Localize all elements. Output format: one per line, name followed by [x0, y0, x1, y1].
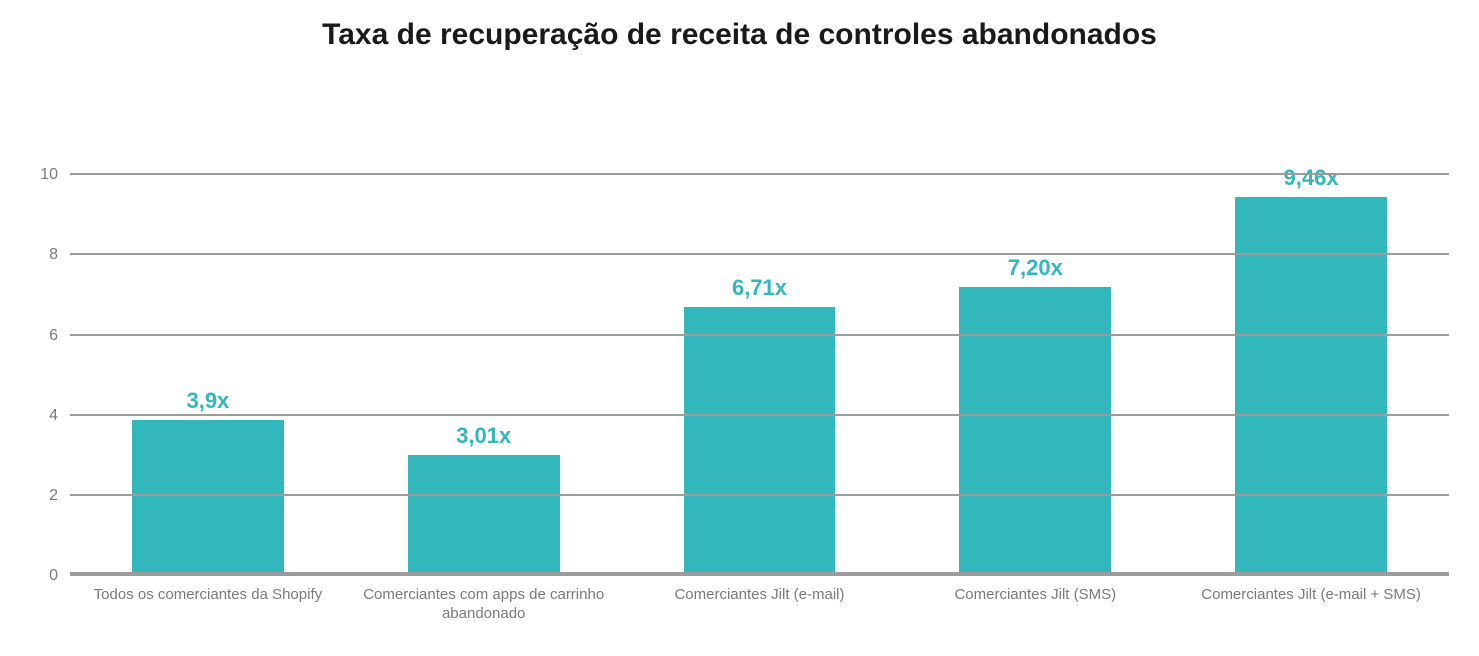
x-tick-label: Comerciantes Jilt (SMS): [897, 578, 1173, 656]
gridline: [70, 334, 1449, 336]
x-tick-label: Comerciantes com apps de carrinho abando…: [346, 578, 622, 656]
gridline: [70, 253, 1449, 255]
bar-value-label: 3,9x: [186, 388, 229, 414]
y-tick-label: 6: [49, 327, 70, 345]
bar-slot: 9,46x: [1173, 95, 1449, 576]
bar: [408, 455, 560, 576]
x-tick-label: Comerciantes Jilt (e-mail + SMS): [1173, 578, 1449, 656]
x-tick-label: Todos os comerciantes da Shopify: [70, 578, 346, 656]
x-axis-labels: Todos os comerciantes da ShopifyComercia…: [70, 578, 1449, 656]
bars-container: 3,9x 3,01x 6,71x 7,20x 9,46x: [70, 95, 1449, 576]
x-axis-baseline: [70, 572, 1449, 576]
gridline: [70, 494, 1449, 496]
bar: [684, 307, 836, 576]
gridline: [70, 414, 1449, 416]
y-tick-label: 0: [49, 567, 70, 585]
bar-value-label: 9,46x: [1284, 165, 1339, 191]
bar-value-label: 6,71x: [732, 275, 787, 301]
bar-chart: Taxa de recuperação de receita de contro…: [0, 0, 1479, 656]
y-tick-label: 2: [49, 487, 70, 505]
bar: [132, 420, 284, 576]
x-tick-label: Comerciantes Jilt (e-mail): [622, 578, 898, 656]
chart-title: Taxa de recuperação de receita de contro…: [0, 0, 1479, 52]
y-tick-label: 10: [40, 166, 70, 184]
y-tick-label: 4: [49, 407, 70, 425]
gridline: [70, 173, 1449, 175]
bar-slot: 7,20x: [897, 95, 1173, 576]
plot-area: 3,9x3,01x6,71x7,20x9,46x 0246810: [70, 95, 1449, 576]
bar-slot: 3,01x: [346, 95, 622, 576]
y-tick-label: 8: [49, 246, 70, 264]
bar: [959, 287, 1111, 576]
bar-value-label: 7,20x: [1008, 255, 1063, 281]
bar-value-label: 3,01x: [456, 423, 511, 449]
bar-slot: 3,9x: [70, 95, 346, 576]
bar-slot: 6,71x: [622, 95, 898, 576]
